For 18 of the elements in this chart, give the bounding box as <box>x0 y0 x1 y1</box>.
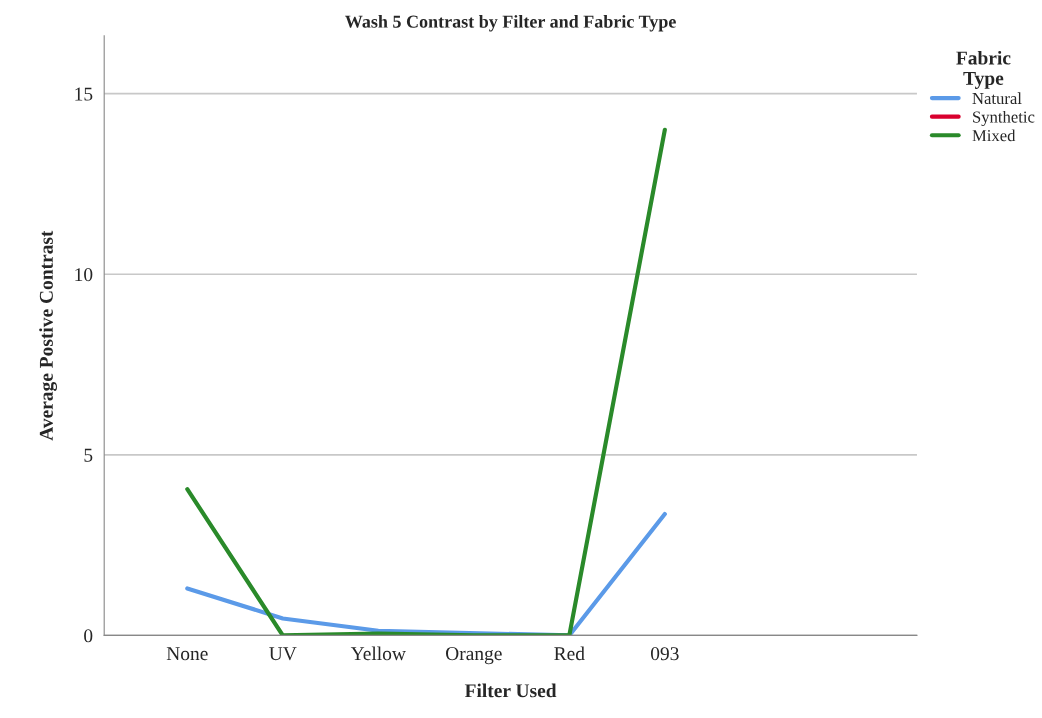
x-tick-label: Red <box>554 646 585 661</box>
y-tick-label: 15 <box>75 87 93 101</box>
chart-title: Wash 5 Contrast by Filter and Fabric Type <box>345 15 676 32</box>
x-axis-title: Filter Used <box>464 683 557 698</box>
x-tick-label: Yellow <box>350 646 406 661</box>
line-series <box>185 127 667 636</box>
legend-label: Natural <box>972 92 1022 105</box>
legend-label: Mixed <box>972 129 1016 142</box>
legend-title: Fabric Type <box>956 50 1011 89</box>
x-tick-label: None <box>166 647 208 661</box>
x-tick-label: Orange <box>446 647 502 665</box>
legend-label: Synthetic <box>973 110 1035 127</box>
x-tick-label: UV <box>269 647 297 661</box>
y-tick-label: 5 <box>84 448 93 462</box>
y-tick-label: 0 <box>84 629 93 643</box>
x-tick-label: 093 <box>650 647 679 661</box>
y-axis-title: Average Postive Contrast <box>39 230 57 441</box>
y-tick-label: 10 <box>75 268 93 282</box>
